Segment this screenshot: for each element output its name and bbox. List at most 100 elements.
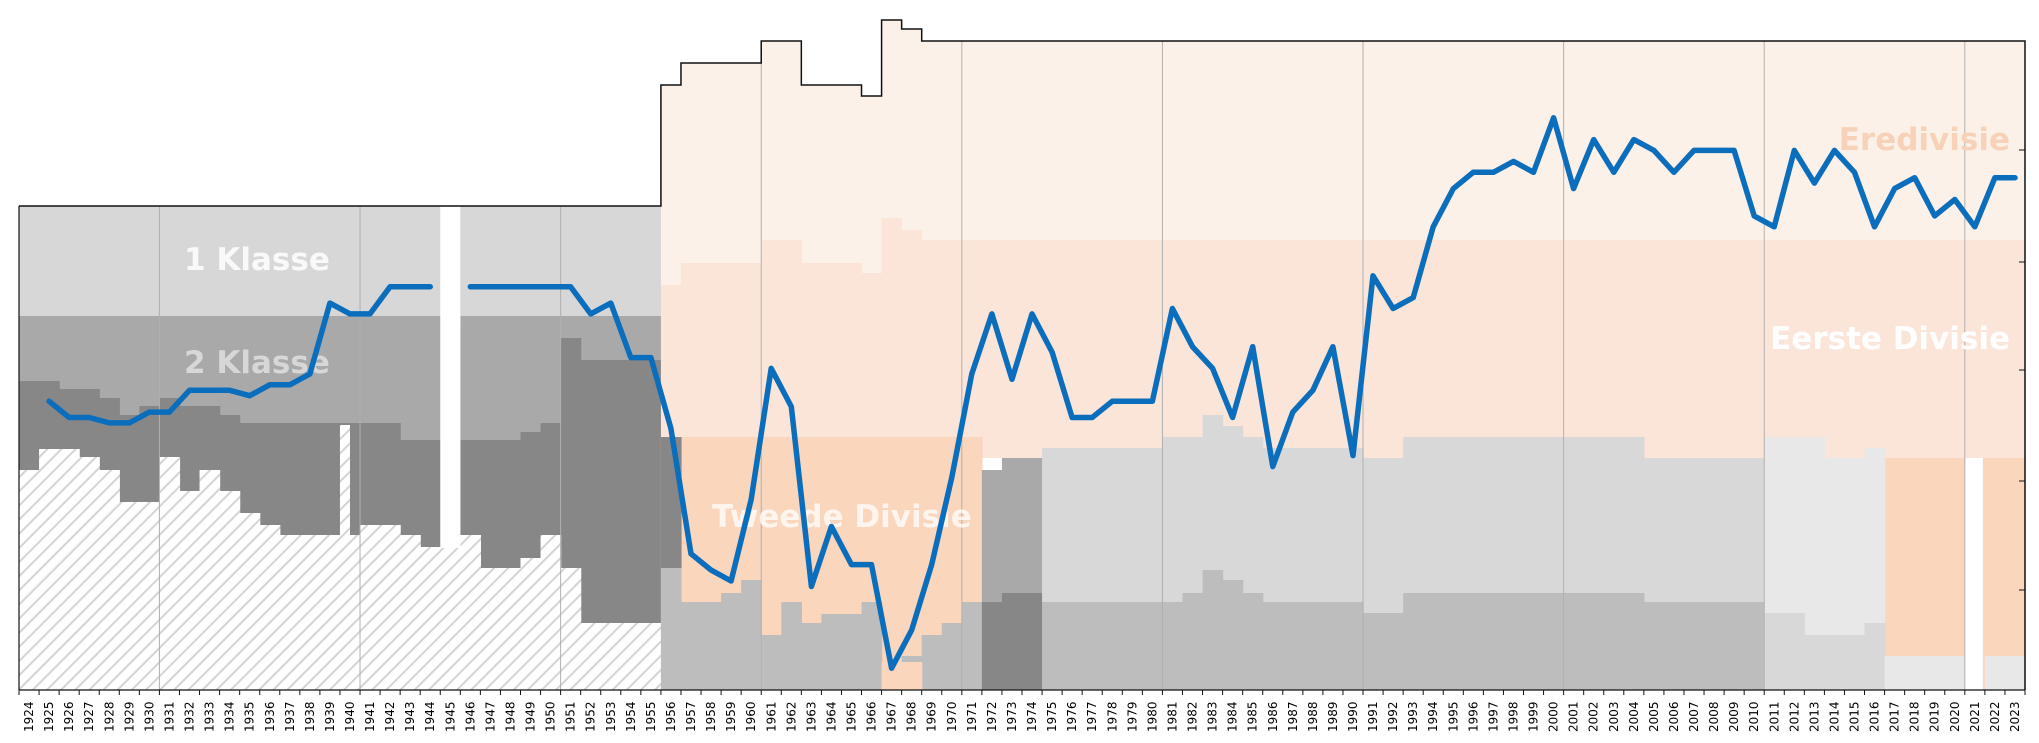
level-area-lower [680, 602, 702, 690]
level-area-lower [1322, 602, 1344, 690]
level-area-2-klasse [380, 316, 401, 423]
level-area-lower [1744, 602, 1765, 690]
level-area-1-klasse [159, 206, 181, 316]
x-tick-label-1940: 1940 [343, 701, 357, 732]
x-tick-label-1983: 1983 [1206, 701, 1220, 732]
level-area-1-klasse [19, 206, 40, 316]
level-area-lower [1042, 602, 1063, 690]
level-area-1-klasse [179, 206, 201, 316]
x-tick-label-1985: 1985 [1246, 701, 1260, 732]
level-area-eerste-divisie [1302, 240, 1324, 448]
level-area-lower [1383, 458, 1404, 613]
x-tick-label-1943: 1943 [403, 701, 417, 732]
level-area-eerste-divisie [1001, 240, 1023, 458]
level-area-eerste-divisie [1142, 240, 1164, 448]
level-area-eredivisie [1082, 41, 1103, 240]
level-area-lower [1583, 593, 1605, 690]
x-tick-label-1929: 1929 [122, 701, 136, 732]
level-area-2-klasse [39, 316, 60, 381]
level-area-lower [1182, 437, 1204, 593]
level-area-lower [1724, 458, 1745, 602]
level-area-lower [1683, 602, 1705, 690]
level-area-lower [1944, 656, 1966, 690]
x-tick-label-1971: 1971 [965, 701, 979, 732]
level-area-eerste-divisie [941, 240, 963, 437]
level-area-eredivisie [2004, 41, 2026, 240]
level-area-3-klasse [99, 398, 120, 470]
level-area-3-klasse [239, 423, 261, 513]
level-area-eredivisie [1322, 41, 1344, 240]
level-area-eerste-divisie [981, 240, 1003, 458]
level-area-lower-hatched [119, 502, 140, 690]
level-area-eredivisie [1523, 41, 1545, 240]
level-area-lower [1503, 437, 1525, 593]
level-area-lower [1804, 437, 1825, 635]
level-area-eerste-divisie [2004, 240, 2026, 458]
x-tick-label-1936: 1936 [263, 701, 277, 732]
level-area-tweede-divisie [1884, 458, 1906, 690]
level-area-1-klasse [139, 206, 161, 316]
level-area-3-klasse [460, 440, 481, 535]
level-area-2-klasse [19, 316, 40, 381]
level-area-2-klasse [420, 316, 441, 440]
x-tick-label-1955: 1955 [644, 701, 658, 732]
x-tick-label-2020: 2020 [1948, 701, 1962, 732]
level-area-eerste-divisie [1102, 240, 1123, 448]
level-area-2-klasse [159, 316, 181, 398]
level-area-lower [1784, 437, 1805, 613]
x-tick-label-2013: 2013 [1807, 701, 1821, 732]
level-label-1-klasse: 1 Klasse [184, 242, 330, 278]
level-area-lower [1824, 635, 1846, 690]
level-area-tweede-divisie [1924, 458, 1946, 690]
level-area-eredivisie [761, 41, 782, 240]
level-area-lower [1322, 448, 1344, 602]
level-area-lower [1704, 458, 1725, 602]
level-area-eredivisie [1744, 41, 1765, 240]
level-area-eerste-divisie [1162, 240, 1184, 437]
level-area-eerste-divisie [1122, 240, 1143, 448]
level-area-lower [861, 602, 883, 690]
level-area-lower [1363, 458, 1384, 613]
x-tick-label-1980: 1980 [1145, 701, 1159, 732]
level-area-lower-hatched [640, 623, 662, 690]
level-area-lower [1082, 602, 1103, 690]
level-area-eerste-divisie [741, 263, 762, 437]
level-area-lower [1022, 593, 1043, 690]
x-tick-label-1946: 1946 [463, 701, 477, 732]
level-area-lower [1583, 437, 1605, 593]
x-tick-label-1970: 1970 [945, 701, 959, 732]
level-area-eerste-divisie [1082, 240, 1103, 448]
level-area-lower [1663, 602, 1685, 690]
level-area-tweede-divisie [1904, 458, 1926, 690]
level-area-lower [1824, 458, 1846, 635]
level-area-eredivisie [1282, 41, 1304, 240]
level-area-1-klasse [420, 206, 441, 316]
level-area-3-klasse [119, 415, 140, 502]
level-area-1-klasse [219, 206, 241, 316]
level-area-3-klasse [640, 360, 662, 623]
level-area-3-klasse [360, 423, 381, 525]
level-area-eredivisie [1784, 41, 1805, 240]
level-area-eerste-divisie [1483, 240, 1505, 437]
level-area-1-klasse [299, 206, 321, 316]
x-tick-label-1950: 1950 [544, 701, 558, 732]
level-area-eredivisie [1884, 41, 1906, 240]
x-tick-label-1994: 1994 [1426, 701, 1440, 732]
x-tick-label-2018: 2018 [1908, 701, 1922, 732]
x-tick-label-2002: 2002 [1587, 701, 1601, 732]
level-area-2-klasse [580, 316, 602, 360]
level-area-lower [981, 470, 1003, 602]
x-tick-label-1974: 1974 [1025, 701, 1039, 732]
level-area-eredivisie [781, 41, 802, 240]
level-area-eredivisie [1463, 41, 1484, 240]
x-tick-label-1931: 1931 [162, 701, 176, 732]
level-area-eerste-divisie [721, 263, 742, 437]
x-tick-label-2006: 2006 [1667, 701, 1681, 732]
level-area-eredivisie [1563, 41, 1585, 240]
level-area-3-klasse [420, 440, 441, 547]
level-area-lower [1403, 437, 1424, 593]
level-area-3-klasse [79, 389, 100, 457]
level-area-lower-hatched [620, 623, 642, 690]
level-area-eerste-divisie [1784, 240, 1805, 458]
level-area-tweede-divisie [901, 437, 923, 690]
